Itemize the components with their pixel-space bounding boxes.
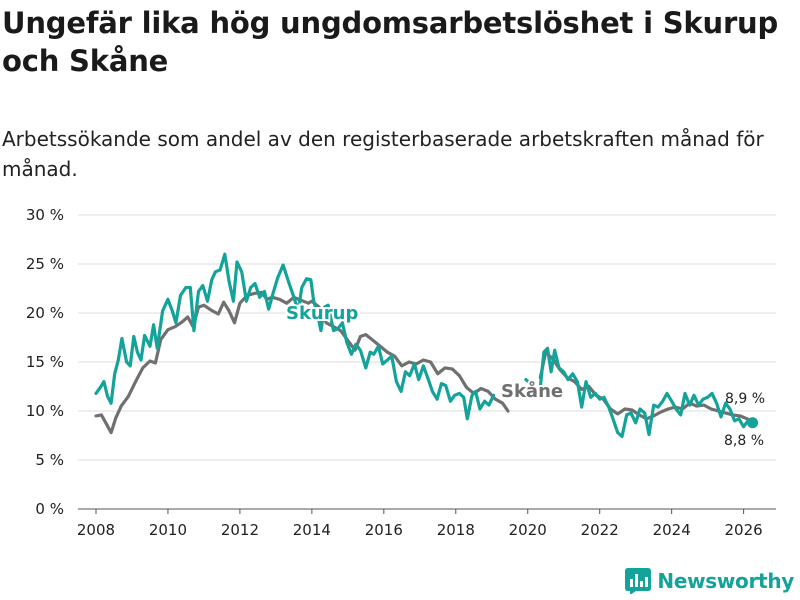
y-tick-label: 10 % [26,402,64,420]
y-tick-label: 15 % [26,353,64,371]
y-tick-label: 30 % [26,206,64,224]
end-label-skane: 8,9 % [725,391,765,407]
x-tick-label: 2012 [221,521,259,539]
line-chart: 0 % 5 % 10 % 15 % 20 % 25 % 30 % 2008 2010 2012 20… [26,206,776,539]
x-tick-label: 2026 [725,521,763,539]
series-line-skurup [94,252,496,421]
x-tick-label: 2018 [437,521,475,539]
series-line-skurup [538,346,755,439]
x-tick-label: 2016 [365,521,403,539]
y-tick-label: 25 % [26,255,64,273]
series-label-skane: Skåne [501,380,563,402]
series-label-skurup: Skurup [286,303,358,324]
series-line-skane [94,290,510,435]
x-tick-label: 2014 [293,521,331,539]
end-label-skurup: 8,8 % [724,433,764,449]
x-tick-label: 2024 [653,521,691,539]
brand-name: Newsworthy [657,569,794,593]
x-tick-label: 2020 [509,521,547,539]
y-tick-label: 5 % [35,451,64,469]
x-tick-label: 2022 [581,521,619,539]
bar-chart-logo-icon [625,568,652,594]
end-marker-skurup [747,417,759,429]
x-tick-label: 2008 [77,521,115,539]
x-tick-label: 2010 [149,521,187,539]
y-tick-label: 20 % [26,304,64,322]
series-line-skurup [524,378,533,386]
y-tick-label: 0 % [35,500,64,518]
chart-subtitle: Arbetssökande som andel av den registerb… [2,127,764,181]
brand-logo: Newsworthy [625,568,794,594]
chart-title: Ungefär lika hög ungdomsarbetslöshet i S… [2,6,779,78]
